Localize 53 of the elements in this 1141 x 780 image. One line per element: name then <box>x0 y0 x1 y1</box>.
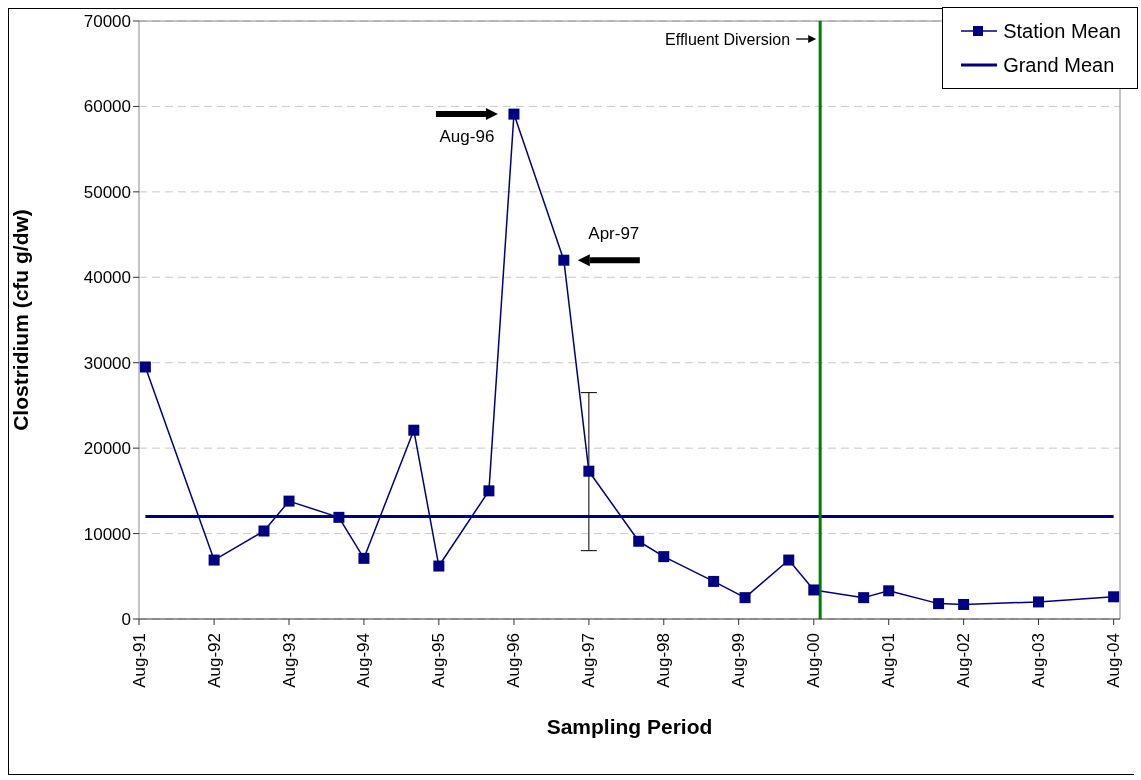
ref-line-label: Effluent Diversion <box>665 30 791 48</box>
x-tick-label: Aug-01 <box>879 633 899 688</box>
point <box>883 585 895 597</box>
point <box>358 552 370 564</box>
point <box>558 254 570 266</box>
point <box>333 511 345 523</box>
point <box>139 361 151 373</box>
point <box>408 424 420 436</box>
y-tick-label: 50000 <box>83 182 131 202</box>
annotation: Aug-96 <box>439 126 495 146</box>
point <box>1033 596 1045 608</box>
x-tick-label: Aug-93 <box>279 633 299 688</box>
x-tick-label: Aug-03 <box>1029 633 1049 688</box>
x-axis-title: Sampling Period <box>546 715 713 738</box>
y-tick-label: 30000 <box>83 353 131 373</box>
x-tick-label: Aug-04 <box>1104 633 1124 688</box>
x-tick-label: Aug-92 <box>204 633 224 688</box>
x-tick-label: Aug-95 <box>429 633 449 688</box>
point <box>583 465 595 477</box>
y-axis-title: Clostridium (cfu g/dw) <box>9 209 33 431</box>
y-tick-label: 0 <box>121 610 131 630</box>
y-tick-label: 60000 <box>83 97 131 117</box>
point <box>658 551 670 563</box>
annotation: Apr-97 <box>588 223 640 243</box>
point <box>808 584 820 596</box>
point <box>258 525 270 537</box>
x-tick-label: Aug-94 <box>354 633 374 688</box>
x-tick-label: Aug-02 <box>954 633 974 688</box>
point <box>283 495 295 507</box>
x-tick-label: Aug-98 <box>654 633 674 688</box>
y-tick-label: 40000 <box>83 268 131 288</box>
point <box>739 592 751 604</box>
point <box>208 554 220 566</box>
y-tick-label: 70000 <box>83 12 131 32</box>
point <box>933 598 945 610</box>
legend-label: Station Mean <box>1003 19 1121 43</box>
point <box>1108 591 1120 603</box>
x-tick-label: Aug-97 <box>579 633 599 688</box>
x-tick-label: Aug-96 <box>504 633 524 688</box>
y-tick-label: 20000 <box>83 439 131 459</box>
point <box>958 598 970 610</box>
x-tick-label: Aug-99 <box>729 633 749 688</box>
point <box>508 108 520 120</box>
x-tick-label: Aug-91 <box>129 633 149 688</box>
point <box>633 535 645 547</box>
y-tick-label: 10000 <box>83 524 131 544</box>
point <box>858 592 870 604</box>
point <box>483 485 495 497</box>
x-tick-label: Aug-00 <box>804 633 824 688</box>
legend-label: Grand Mean <box>1003 53 1115 77</box>
point <box>433 560 445 572</box>
point <box>708 575 720 587</box>
point <box>783 554 795 566</box>
